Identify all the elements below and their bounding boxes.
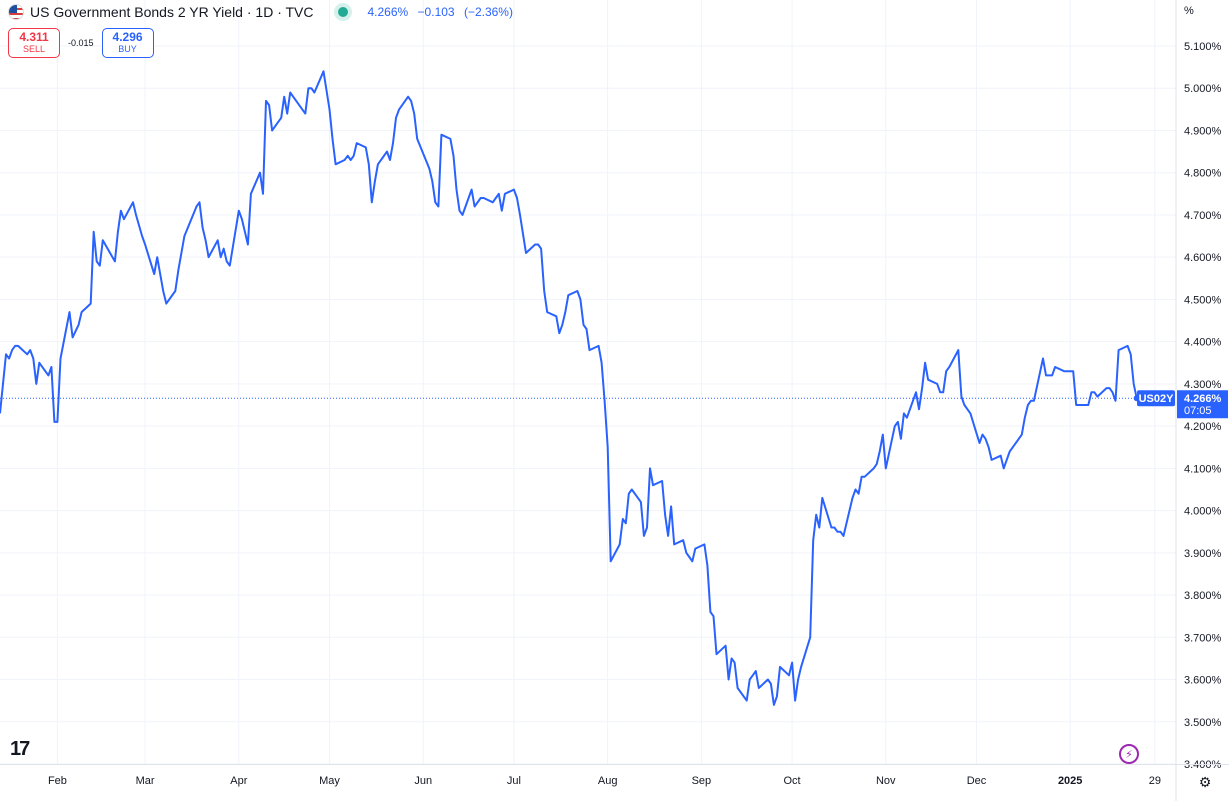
- x-tick-label: Nov: [876, 775, 896, 787]
- symbol-header: US Government Bonds 2 YR Yield · 1D · TV…: [0, 0, 519, 24]
- y-tick-label: 3.800%: [1184, 590, 1222, 602]
- symbol-badge-label: US02Y: [1139, 393, 1175, 405]
- symbol-badge-bg: [1137, 390, 1175, 407]
- x-tick-label: Oct: [783, 775, 800, 787]
- x-tick-label: 29: [1149, 775, 1161, 787]
- price-change: −0.103: [417, 5, 455, 19]
- x-tick-label: Dec: [967, 775, 987, 787]
- x-tick-label: Jul: [507, 775, 521, 787]
- y-tick-label: 3.500%: [1184, 717, 1222, 729]
- y-tick-label: 4.100%: [1184, 463, 1222, 475]
- sell-label: SELL: [22, 44, 46, 54]
- x-tick-label: 2025: [1058, 775, 1082, 787]
- tradingview-logo-icon[interactable]: 17: [10, 738, 30, 760]
- y-tick-label: 4.200%: [1184, 421, 1222, 433]
- x-tick-label: Apr: [230, 775, 247, 787]
- x-tick-label: Jun: [414, 775, 432, 787]
- time-axis: Feb Mar Apr May Jun Jul Aug Sep Oct Nov Dec 2025 29: [0, 764, 1229, 787]
- x-tick-label: Aug: [598, 775, 618, 787]
- us-flag-icon: [8, 4, 24, 20]
- y-tick-label: 4.300%: [1184, 379, 1222, 391]
- y-tick-label: 4.000%: [1184, 506, 1222, 518]
- series-line: [0, 70, 1138, 706]
- x-tick-label: May: [319, 775, 340, 787]
- price-badge-bg: [1177, 390, 1228, 419]
- y-tick-label: 4.900%: [1184, 125, 1222, 137]
- x-tick-label: Mar: [136, 775, 155, 787]
- flash-icon[interactable]: ⚡: [1119, 744, 1139, 764]
- axis-unit-label[interactable]: %: [1184, 5, 1194, 17]
- buy-label: BUY: [118, 44, 137, 54]
- buy-button[interactable]: 4.296 BUY: [101, 28, 154, 58]
- settings-icon[interactable]: ⚙: [1198, 773, 1212, 790]
- y-tick-label: 4.800%: [1184, 168, 1222, 180]
- y-tick-label: 3.700%: [1184, 632, 1222, 644]
- price-change-percent: (−2.36%): [463, 5, 513, 19]
- price-badge-time: 07:05: [1184, 405, 1212, 417]
- price-axis: 3.400%3.500%3.600%3.700%3.800%3.900%4.00…: [1175, 0, 1228, 801]
- price-line-layer: US02Y: [0, 70, 1176, 706]
- chart-grid: [0, 0, 1176, 765]
- x-tick-label: Feb: [48, 775, 67, 787]
- buy-price: 4.296: [112, 30, 143, 44]
- x-tick-label: Sep: [692, 775, 712, 787]
- price-badge-value: 4.266%: [1184, 393, 1222, 405]
- y-tick-label: 4.400%: [1184, 337, 1222, 349]
- last-price: 4.266%: [367, 5, 409, 19]
- quote-values: 4.266% −0.103 (−2.36%): [368, 5, 519, 19]
- y-tick-label: 4.600%: [1184, 252, 1222, 264]
- y-tick-label: 5.100%: [1184, 41, 1222, 53]
- symbol-title[interactable]: US Government Bonds 2 YR Yield · 1D · TV…: [30, 4, 314, 20]
- trade-panel: 4.311 SELL -0.015 4.296 BUY: [8, 28, 154, 58]
- y-tick-label: 3.900%: [1184, 548, 1222, 560]
- sell-button[interactable]: 4.311 SELL: [8, 28, 60, 58]
- y-tick-label: 5.000%: [1184, 83, 1222, 95]
- y-tick-label: 4.500%: [1184, 294, 1222, 306]
- status-dot-icon: [337, 7, 348, 17]
- sell-price: 4.311: [19, 30, 49, 44]
- spread-value: -0.015: [68, 38, 94, 48]
- y-tick-label: 3.600%: [1184, 675, 1222, 687]
- y-tick-label: 4.700%: [1184, 210, 1222, 222]
